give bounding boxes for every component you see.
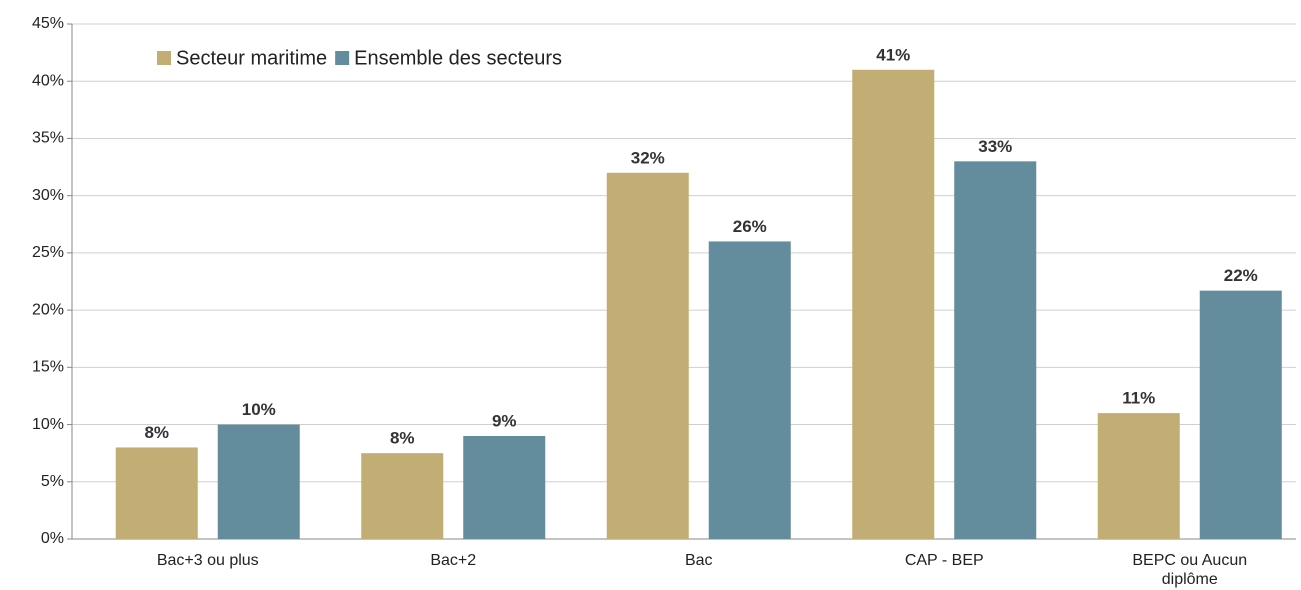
y-tick-label: 35% [32,130,64,147]
bar [1199,290,1282,539]
legend-label: Ensemble des secteurs [354,47,562,69]
x-tick-label: Bac+3 ou plus [156,552,259,569]
y-tick-label: 10% [32,416,64,433]
bar [852,69,935,540]
data-label: 8% [390,429,415,448]
x-tick-label: CAP - BEP [904,552,984,569]
x-tick-label: Bac [684,552,713,569]
data-label: 26% [733,217,767,236]
data-label: 32% [631,148,665,167]
bar [361,453,444,539]
y-tick-label: 0% [41,530,64,547]
bar [954,161,1037,540]
y-tick-label: 20% [32,301,64,318]
data-label: 33% [978,137,1012,156]
bar [708,241,791,539]
x-tick-label: BEPC ou Aucun diplôme [1132,552,1248,588]
data-label: 22% [1224,266,1258,285]
y-tick-label: 45% [32,15,64,32]
data-label: 8% [144,423,169,442]
bar [606,172,689,539]
y-tick-label: 25% [32,244,64,261]
x-tick-label: Bac+2 [430,552,477,569]
data-label: 11% [1122,389,1155,408]
bar [115,447,198,539]
data-label: 41% [876,45,910,64]
legend-swatch [335,51,350,65]
y-tick-label: 40% [32,72,64,89]
data-label: 10% [242,400,276,419]
y-tick-label: 30% [32,187,64,204]
legend-label: Secteur maritime [176,47,327,69]
bar [1097,413,1180,539]
data-label: 9% [492,411,517,430]
bar [463,436,546,539]
y-tick-label: 15% [32,359,64,376]
y-tick-label: 5% [41,473,64,490]
legend-swatch [157,51,171,65]
bar [217,424,300,539]
